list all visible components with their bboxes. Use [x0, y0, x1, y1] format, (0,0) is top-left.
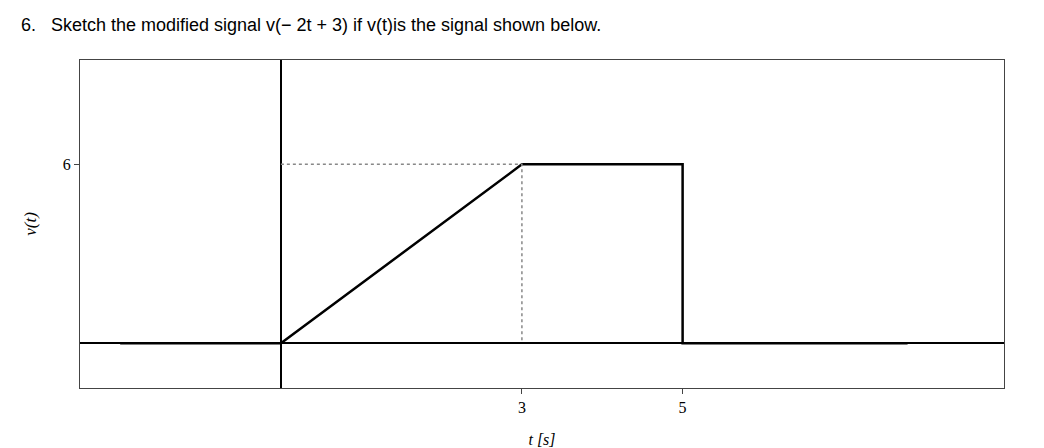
svg-text:6: 6	[63, 156, 71, 173]
svg-text:3: 3	[518, 399, 526, 416]
svg-text:6. Sketch the modified signa: 6. Sketch the modified signal v(− 2t + 3…	[21, 15, 601, 35]
svg-text:5: 5	[679, 399, 687, 416]
svg-text:t [s]: t [s]	[528, 431, 555, 448]
svg-text:v(t): v(t)	[21, 212, 40, 236]
